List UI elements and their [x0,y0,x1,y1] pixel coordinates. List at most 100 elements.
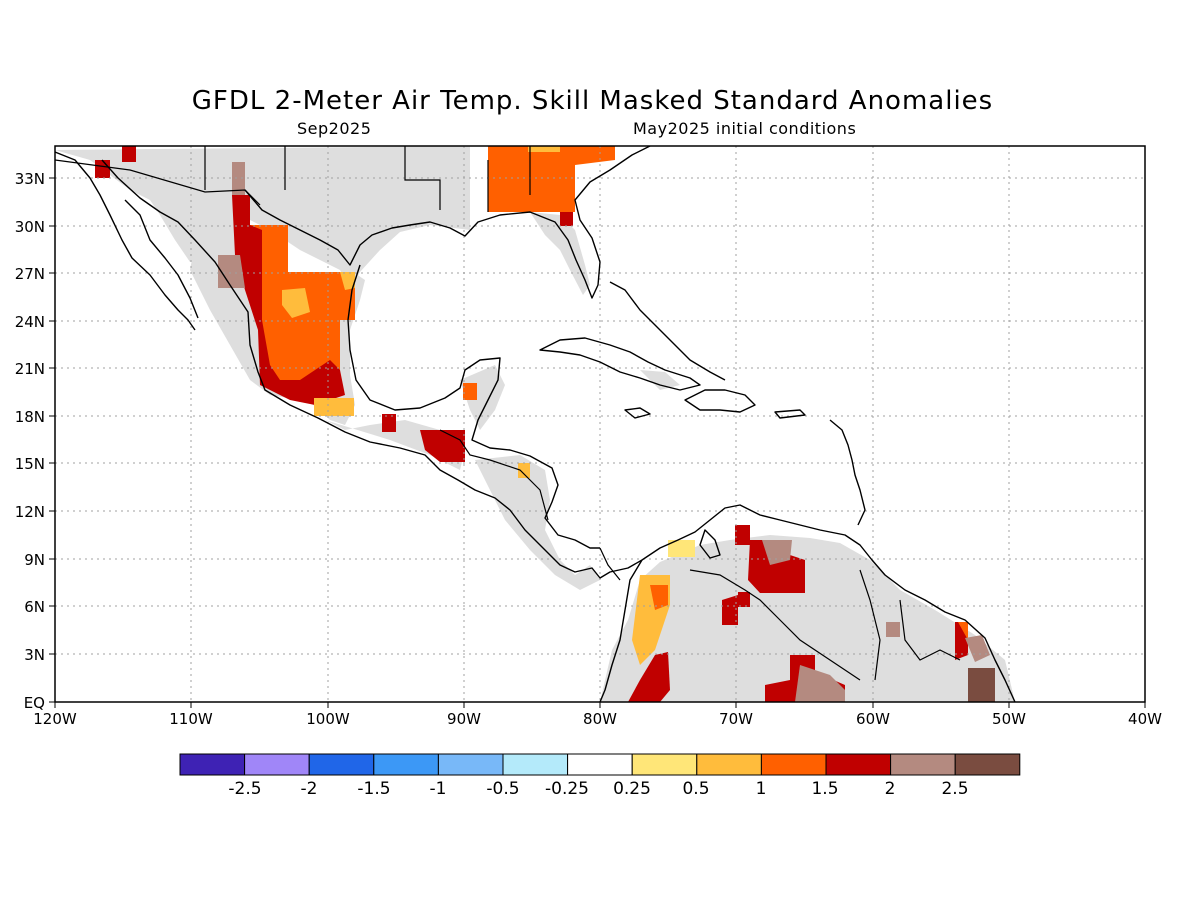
lesser-antilles [829,419,866,526]
mask-south-america [600,535,1015,702]
mask-yucatan [460,365,505,430]
anomaly-honduras-1 [518,463,530,478]
colorbar-swatch [890,753,956,776]
anomaly-venezuela-2b [735,525,750,545]
lon-tick-label: 80W [583,710,617,728]
jamaica [624,407,651,419]
us-mexico-border [55,159,261,206]
anomaly-colombia-2 [628,652,670,702]
lat-tick-label: 9N [24,551,45,569]
forecast-month: Sep2025 [297,119,372,138]
colorbar-label: 2.5 [941,779,968,799]
colorbar-label: -2.5 [228,779,261,799]
mask-central-america [475,455,600,590]
tick-marks [49,177,1146,708]
lat-tick-label: 30N [15,218,45,236]
anomaly-se-us-2 [560,212,573,226]
anomaly-amapa-2-5 [965,635,990,662]
lat-tick-label: 15N [15,455,45,473]
colorbar-swatch [437,753,504,776]
lon-tick-label: 70W [719,710,753,728]
anomaly-guatemala-2 [420,430,465,462]
anomaly-mexico-top-2b [122,146,136,162]
colorbar-label: 1 [756,779,767,799]
anomaly-chiapas-2 [382,414,396,432]
colorbar-swatch [308,753,375,776]
lat-labels: 33N 30N 27N 24N 21N 18N 15N 12N 9N 6N 3N… [15,170,45,712]
lon-tick-label: 120W [33,710,77,728]
colorbar-swatch [244,753,310,776]
anomaly-mexico-2 [232,195,345,405]
anomaly-blocks [95,146,995,702]
colorbar-swatch [631,753,698,776]
lake-maracaibo [699,529,721,559]
anomaly-mexico-1c [314,398,354,416]
anomaly-venezuela-2c [722,595,738,625]
anomaly-belize-1-5 [463,383,477,400]
anomaly-mexico-top-2 [95,160,110,178]
anomaly-colombia-0-5 [668,540,695,557]
lat-tick-label: EQ [24,694,45,712]
gulf-coast [244,146,651,299]
colorbar-labels: -2.5 -2 -1.5 -1 -0.5 -0.25 0.25 0.5 1 1.… [228,779,968,799]
initial-conditions: May2025 initial conditions [633,119,857,138]
colorbar-label: -2 [301,779,318,799]
mask-southwest-us [55,146,470,290]
lon-tick-label: 50W [992,710,1026,728]
lat-tick-label: 18N [15,408,45,426]
anomaly-venezuela-2d [738,592,750,607]
colorbar-label: 1.5 [811,779,838,799]
anomaly-guiana-2-5 [886,622,900,637]
lon-tick-label: 100W [306,710,350,728]
anomaly-colombia-1-5 [650,585,668,610]
anomaly-mexico-1 [282,288,310,318]
mask-cuba [640,370,680,390]
anomaly-se-us-1 [528,146,560,152]
colorbar-label: 2 [885,779,896,799]
lat-tick-label: 21N [15,360,45,378]
lon-tick-label: 110W [169,710,213,728]
mask-mexico [190,190,365,425]
anomaly-mexico-1b [340,272,355,290]
cuba [539,337,701,391]
lat-tick-label: 27N [15,265,45,283]
borders [55,146,961,681]
lon-tick-label: 90W [447,710,481,728]
puerto-rico [774,409,806,419]
bahamas [609,281,726,381]
us-state-lines [204,146,531,212]
colorbar-label: 0.5 [682,779,709,799]
colorbar-label: -0.25 [545,779,589,799]
hispaniola [684,389,756,413]
colorbar-label: -0.5 [486,779,519,799]
colorbar-swatch [760,753,827,776]
anomaly-se-us-1-5 [488,146,615,212]
baja-coast [55,151,199,331]
anomaly-brazil-2-5 [795,665,845,702]
mask-florida [530,212,590,295]
south-america-borders [689,569,961,681]
coastlines [55,146,1016,702]
colorbar-swatch [567,753,633,776]
mexico-west-coast [101,159,643,579]
anomaly-guiana-1-5 [958,622,968,640]
lon-tick-label: 40W [1128,710,1162,728]
lat-tick-label: 6N [24,598,45,616]
anomaly-amapa-2-5b [968,668,995,702]
lon-tick-label: 60W [856,710,890,728]
colombia-pacific-coast [599,559,643,702]
colorbar-swatch [696,753,762,776]
colorbar: -2.5 -2 -1.5 -1 -0.5 -0.25 0.25 0.5 1 1.… [179,753,1021,799]
lon-labels: 120W 110W 100W 90W 80W 70W 60W 50W 40W [33,710,1162,728]
central-america-borders [439,429,621,581]
south-america-coast [641,504,1016,702]
colorbar-swatch [954,753,1021,776]
lat-tick-label: 33N [15,170,45,188]
colorbar-swatch [502,753,569,776]
map-grid [55,146,1145,702]
mexico-gulf-coast [347,264,600,549]
colorbar-label: 0.25 [613,779,651,799]
lat-tick-label: 12N [15,503,45,521]
colorbar-label: -1.5 [357,779,390,799]
